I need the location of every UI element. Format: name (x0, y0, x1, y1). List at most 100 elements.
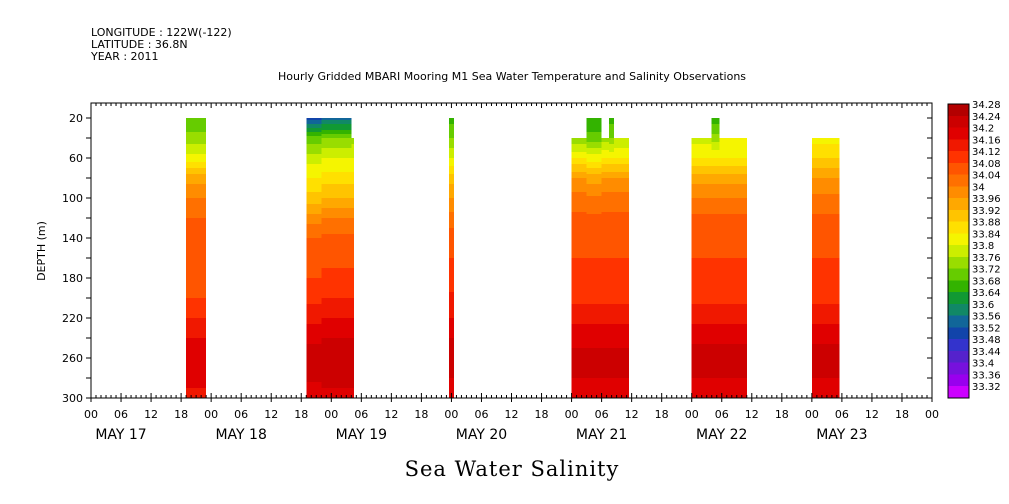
salinity-cell (571, 204, 587, 207)
salinity-cell (351, 274, 354, 277)
salinity-cell (691, 252, 712, 255)
salinity-cell (186, 312, 207, 315)
salinity-cell (306, 342, 322, 345)
x-tick-label: 00 (805, 408, 819, 421)
salinity-cell (571, 208, 587, 211)
salinity-cell (719, 300, 747, 303)
salinity-cell (609, 132, 615, 135)
salinity-cell (186, 284, 207, 287)
salinity-cell (691, 366, 712, 369)
salinity-cell (711, 164, 720, 167)
colorbar-swatch (948, 174, 969, 187)
salinity-cell (448, 162, 454, 165)
salinity-cell (711, 154, 720, 157)
salinity-cell (811, 300, 840, 303)
salinity-cell (614, 246, 630, 249)
salinity-cell (711, 280, 720, 283)
salinity-cell (711, 214, 720, 217)
salinity-cell (711, 378, 720, 381)
salinity-cell (186, 292, 207, 295)
salinity-cell (614, 170, 630, 173)
salinity-cell (691, 266, 712, 269)
salinity-cell (711, 316, 720, 319)
salinity-cell (601, 382, 610, 385)
salinity-cell (448, 254, 454, 257)
salinity-cell (448, 124, 454, 127)
salinity-cell (571, 320, 587, 323)
salinity-cell (691, 230, 712, 233)
salinity-cell (571, 328, 587, 331)
salinity-cell (321, 320, 352, 323)
salinity-cell (448, 310, 454, 313)
salinity-cell (306, 150, 322, 153)
salinity-cell (571, 162, 587, 165)
salinity-cell (691, 314, 712, 317)
salinity-cell (586, 348, 602, 351)
salinity-cell (811, 254, 840, 257)
salinity-cell (609, 266, 615, 269)
salinity-cell (448, 284, 454, 287)
salinity-cell (609, 282, 615, 285)
salinity-cell (321, 276, 352, 279)
salinity-cell (321, 266, 352, 269)
salinity-cell (351, 216, 354, 219)
salinity-cell (719, 152, 747, 155)
salinity-cell (601, 384, 610, 387)
salinity-cell (571, 198, 587, 201)
salinity-cell (601, 320, 610, 323)
salinity-cell (609, 364, 615, 367)
salinity-cell (571, 196, 587, 199)
salinity-cell (811, 178, 840, 181)
salinity-cell (691, 344, 712, 347)
salinity-cell (609, 382, 615, 385)
salinity-cell (614, 202, 630, 205)
salinity-cell (186, 286, 207, 289)
salinity-cell (186, 178, 207, 181)
salinity-cell (614, 204, 630, 207)
salinity-cell (614, 392, 630, 395)
salinity-cell (691, 232, 712, 235)
salinity-cell (811, 378, 840, 381)
salinity-cell (719, 310, 747, 313)
salinity-cell (601, 252, 610, 255)
salinity-cell (571, 230, 587, 233)
salinity-cell (719, 168, 747, 171)
salinity-cell (186, 360, 207, 363)
salinity-cell (571, 242, 587, 245)
salinity-cell (719, 358, 747, 361)
salinity-cell (186, 254, 207, 257)
salinity-cell (586, 150, 602, 153)
salinity-cell (321, 356, 352, 359)
salinity-cell (448, 172, 454, 175)
salinity-cell (306, 378, 322, 381)
salinity-cell (691, 320, 712, 323)
salinity-cell (691, 254, 712, 257)
salinity-cell (586, 170, 602, 173)
salinity-cell (614, 330, 630, 333)
salinity-cell (719, 142, 747, 145)
salinity-cell (711, 184, 720, 187)
salinity-cell (614, 372, 630, 375)
salinity-cell (571, 268, 587, 271)
salinity-cell (571, 334, 587, 337)
salinity-cell (601, 392, 610, 395)
salinity-cell (571, 202, 587, 205)
salinity-cell (711, 210, 720, 213)
salinity-cell (719, 324, 747, 327)
salinity-cell (614, 270, 630, 273)
colorbar-label: 33.56 (972, 312, 1001, 323)
salinity-cell (306, 200, 322, 203)
salinity-cell (351, 138, 354, 141)
salinity-cell (571, 238, 587, 241)
salinity-cell (448, 272, 454, 275)
salinity-cell (586, 314, 602, 317)
salinity-cell (614, 352, 630, 355)
salinity-cell (586, 172, 602, 175)
salinity-cell (586, 282, 602, 285)
salinity-cell (691, 202, 712, 205)
salinity-cell (306, 236, 322, 239)
salinity-cell (601, 194, 610, 197)
salinity-cell (306, 282, 322, 285)
salinity-cell (186, 262, 207, 265)
salinity-cell (609, 196, 615, 199)
